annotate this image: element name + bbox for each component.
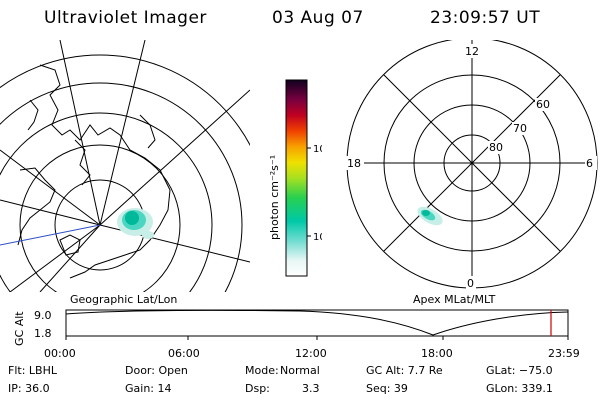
altitude-strip-chart: GC Alt 9.0 1.8 00:00 06:00 12:00 18:00 2… bbox=[13, 309, 580, 360]
colorbar-tick-100: 100 bbox=[313, 144, 322, 155]
lat-circle bbox=[0, 82, 243, 292]
dsp-label: Dsp: bbox=[245, 382, 270, 395]
magnetic-polar-plot: 12 18 6 0 60 70 80 bbox=[346, 40, 598, 290]
geographic-map bbox=[0, 40, 250, 292]
dsp-value: 3.3 bbox=[302, 382, 320, 395]
altitude-axis-label: GC Alt bbox=[13, 311, 26, 346]
time-tick-0000: 00:00 bbox=[44, 347, 76, 360]
alt-tick-high: 9.0 bbox=[34, 309, 52, 322]
right-plot-caption: Apex MLat/MLT bbox=[413, 293, 496, 306]
left-plot-caption: Geographic Lat/Lon bbox=[70, 293, 178, 306]
time-label: 23:09:57 UT bbox=[430, 8, 541, 28]
colorbar-unit-label: photon cm⁻²s⁻¹ bbox=[268, 155, 281, 240]
mlt-label-6: 6 bbox=[586, 157, 593, 170]
mlt-label-0: 0 bbox=[467, 277, 474, 290]
orbit-track-line bbox=[0, 224, 101, 246]
altitude-curve bbox=[65, 309, 569, 336]
aurora-emission bbox=[117, 208, 154, 239]
time-tick-1200: 12:00 bbox=[295, 347, 327, 360]
lat-label-70: 70 bbox=[513, 122, 527, 135]
date-label: 03 Aug 07 bbox=[272, 8, 364, 28]
gain-readout: Gain: 14 bbox=[125, 382, 172, 395]
seq-readout: Seq: 39 bbox=[366, 382, 408, 395]
lat-circle bbox=[0, 54, 250, 147]
app-title: Ultraviolet Imager bbox=[44, 8, 207, 28]
aurora-emission bbox=[417, 206, 443, 226]
glon-readout: GLon: 339.1 bbox=[486, 382, 553, 395]
lat-circle bbox=[19, 144, 181, 292]
colorbar: 100 10 photon cm⁻²s⁻¹ bbox=[268, 79, 322, 277]
mode-value: Normal bbox=[280, 364, 320, 377]
time-tick-1800: 18:00 bbox=[421, 347, 453, 360]
ip-readout: IP: 36.0 bbox=[8, 382, 50, 395]
gc-alt-readout: GC Alt: 7.7 Re bbox=[366, 364, 443, 377]
lat-label-80: 80 bbox=[489, 141, 503, 154]
time-tick-0600: 06:00 bbox=[168, 347, 200, 360]
colorbar-tick-10: 10 bbox=[313, 232, 322, 243]
mode-label: Mode: bbox=[245, 364, 279, 377]
filter-readout: Flt: LBHL bbox=[8, 364, 57, 377]
alt-tick-low: 1.8 bbox=[34, 327, 52, 340]
mlt-label-12: 12 bbox=[465, 45, 479, 58]
lat-circle bbox=[0, 112, 213, 292]
door-readout: Door: Open bbox=[125, 364, 188, 377]
mlt-label-18: 18 bbox=[347, 157, 361, 170]
lat-label-60: 60 bbox=[536, 98, 550, 111]
time-tick-2359: 23:59 bbox=[548, 347, 580, 360]
glat-readout: GLat: −75.0 bbox=[486, 364, 553, 377]
